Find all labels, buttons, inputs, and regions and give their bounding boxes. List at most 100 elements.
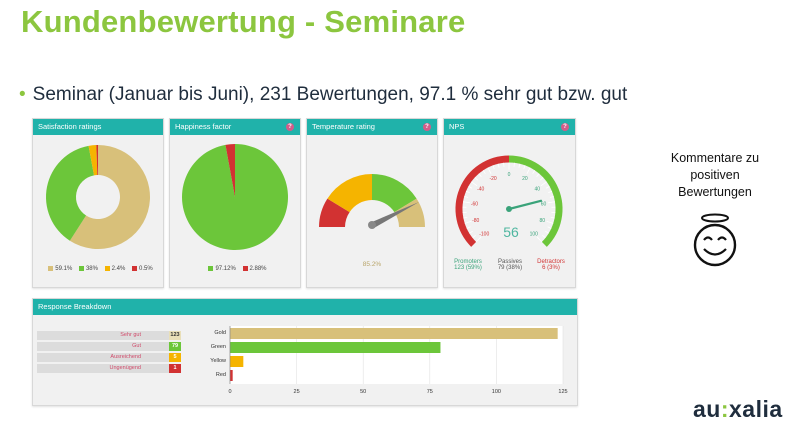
nps-pivot [506,206,512,212]
nps-tick-label: 40 [535,186,541,192]
nps-tick-label: 100 [530,232,539,238]
row-value: 123 [169,331,181,340]
gauge-pivot [368,221,376,229]
gauge-needle [372,202,419,228]
row-label: Gut [132,343,141,349]
nps-tick-label: -100 [479,232,489,238]
gauge-segment-yellow [327,174,372,213]
happiness-title: Happiness factor [175,122,232,131]
row-value: 79 [169,342,181,351]
nps-card: NPS? -100 -80 -60 -40 -20 0 20 40 60 80 100 56 Pro… [443,118,576,288]
nps-tick [526,167,531,174]
nps-tick [523,165,526,170]
x-tick-label: 0 [228,389,231,395]
nps-tick [542,234,546,239]
nps-tick [482,170,486,174]
summary-bullet: • Seminar (Januar bis Juni), 231 Bewertun… [19,84,627,106]
promoters-value: 123 (59%) [454,265,482,271]
happiness-legend: 97.12% 2.88% [170,265,300,272]
pie-slice-positive [182,144,288,251]
nps-tick-label: 80 [540,218,546,224]
nps-tick [546,220,554,224]
smiley-angel-icon [693,213,737,267]
nps-tick [549,195,554,198]
nps-tick [475,236,482,243]
help-icon[interactable]: ? [423,123,431,131]
nps-tick [536,173,540,177]
nps-tick [518,163,521,168]
nps-tick-label: 0 [508,172,511,178]
nps-tick [539,177,544,181]
nps-tick [497,163,500,168]
category-label: Red [216,372,226,378]
breakdown-table: Sehr gut 123 Gut 79 Ausreichend 5 Ungenügen… [37,331,181,375]
note-line: Bewertungen [678,185,752,199]
row-label: Ungenügend [109,365,141,371]
temperature-title: Temperature rating [312,122,375,131]
happiness-card: Happiness factor? 97.12% 2.88% [169,118,301,288]
help-icon[interactable]: ? [561,123,569,131]
legend-swatch-gut [78,265,84,271]
category-label: Yellow [210,358,226,364]
nps-tick [547,201,555,204]
nps-tick-label: -40 [477,186,484,192]
bullet-icon: • [19,84,26,105]
category-label: Gold [214,330,226,336]
nps-tick [547,226,552,229]
nps-tick [550,216,555,219]
row-value: 1 [169,364,181,373]
nps-needle [507,199,543,211]
nps-tick [536,236,543,243]
nps-gauge: -100 -80 -60 -40 -20 0 20 40 60 80 100 [455,155,563,247]
help-icon[interactable]: ? [286,123,294,131]
pie-slice-ausreichend [88,145,98,176]
happiness-pie-chart [182,144,288,251]
page-title: Kundenbewertung - Seminare [21,4,466,39]
temperature-value: 85.2% [362,261,382,268]
table-row: Ausreichend 5 [37,353,181,363]
legend-value: 2.88% [249,266,267,272]
satisfaction-card: Satisfaction ratings 59.1% 38% 2.4% 0.5% [32,118,164,288]
bar-red [230,370,233,381]
temperature-gauge [319,174,425,229]
nps-tick [466,226,471,229]
pie-slice-negative [225,144,235,197]
nps-tick [548,190,553,194]
satisfaction-donut-chart [46,145,150,249]
nps-tick [464,220,472,224]
note-line: Kommentare zu [670,151,760,165]
nps-tick-label: -80 [472,218,479,224]
x-tick-label: 25 [294,389,300,395]
legend-swatch-negative [242,265,248,271]
table-row: Ungenügend 1 [37,364,181,374]
legend-swatch-ausreichend [104,265,110,271]
passives-value: 79 (38%) [497,265,523,271]
nps-tick-label: -20 [489,176,496,182]
legend-swatch-ungenuegend [132,265,138,271]
detractors-value: 6 (3%) [542,265,560,271]
nps-tick [540,181,547,187]
table-row: Gut 79 [37,342,181,352]
table-row: Sehr gut 123 [37,331,181,341]
row-value: 5 [169,353,181,362]
pie-slice-gut [46,145,95,241]
nps-tick [545,230,549,234]
legend-value: 59.1% [55,266,73,272]
bar-yellow [230,356,244,367]
x-tick-label: 50 [360,389,366,395]
nps-detractors: Detractors 6 (3%) [529,259,573,271]
comment-note: Kommentare zu positiven Bewertungen [650,150,780,201]
breakdown-card-header: Response Breakdown [33,299,577,315]
nps-tick [492,165,495,170]
temperature-card-header: Temperature rating? [307,119,437,135]
legend-value: 0.5% [139,266,153,272]
x-tick-label: 100 [492,389,501,395]
breakdown-title: Response Breakdown [38,302,112,311]
happiness-card-header: Happiness factor? [170,119,300,135]
legend-value: 2.4% [111,266,126,272]
nps-card-header: NPS? [444,119,575,135]
nps-tick [545,185,550,189]
nps-promoters: Promoters 123 (59%) [446,259,490,271]
x-tick-label: 125 [558,389,567,395]
summary-text: Seminar (Januar bis Juni), 231 Bewertung… [32,84,628,105]
